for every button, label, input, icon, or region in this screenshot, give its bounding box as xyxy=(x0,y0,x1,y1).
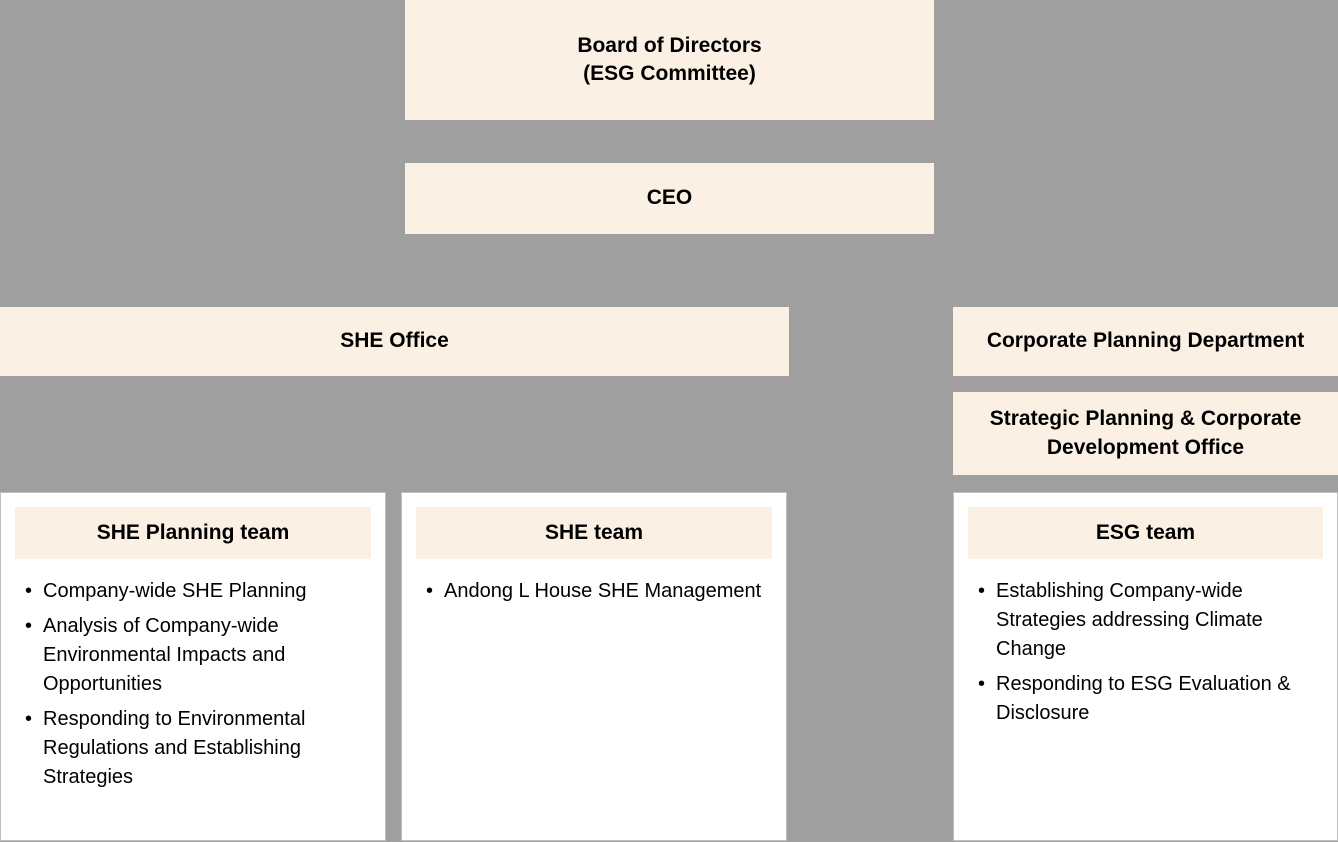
box-board-of-directors: Board of Directors (ESG Committee) xyxy=(405,0,934,120)
box-she-office: SHE Office xyxy=(0,307,789,376)
list-item: Company-wide SHE Planning xyxy=(43,577,361,606)
list-item: Responding to ESG Evalua­tion & Disclosu… xyxy=(996,670,1313,728)
card-she-team: SHE team Andong L House SHE Man­agement xyxy=(401,492,787,841)
strat-line2: Development Office xyxy=(990,434,1302,462)
card-esg-team: ESG team Establishing Company-wide Strat… xyxy=(953,492,1338,841)
box-corporate-planning: Corporate Planning Department xyxy=(953,307,1338,376)
strat-line1: Strategic Planning & Corporate xyxy=(990,405,1302,433)
list-item: Analysis of Company-wide Environmental I… xyxy=(43,612,361,699)
box-strategic-planning: Strategic Planning & Corporate Developme… xyxy=(953,392,1338,475)
list-item: Andong L House SHE Man­agement xyxy=(444,577,762,606)
ceo-label: CEO xyxy=(647,184,693,212)
list-item: Establishing Company-wide Strategies add… xyxy=(996,577,1313,664)
esg-team-title: ESG team xyxy=(968,507,1323,559)
box-ceo: CEO xyxy=(405,163,934,234)
card-she-planning-team: SHE Planning team Company-wide SHE Plann… xyxy=(0,492,386,841)
she-planning-title: SHE Planning team xyxy=(15,507,371,559)
list-item: Responding to Environmental Regulations … xyxy=(43,705,361,792)
she-planning-bullets: Company-wide SHE Planning Analysis of Co… xyxy=(15,577,371,792)
org-chart-canvas: Board of Directors (ESG Committee) CEO S… xyxy=(0,0,1338,842)
board-line1: Board of Directors xyxy=(577,32,761,60)
she-team-title: SHE team xyxy=(416,507,772,559)
she-team-bullets: Andong L House SHE Man­agement xyxy=(416,577,772,606)
esg-team-bullets: Establishing Company-wide Strategies add… xyxy=(968,577,1323,728)
corp-planning-label: Corporate Planning Department xyxy=(987,327,1304,355)
she-office-label: SHE Office xyxy=(340,327,449,355)
board-line2: (ESG Committee) xyxy=(577,60,761,88)
